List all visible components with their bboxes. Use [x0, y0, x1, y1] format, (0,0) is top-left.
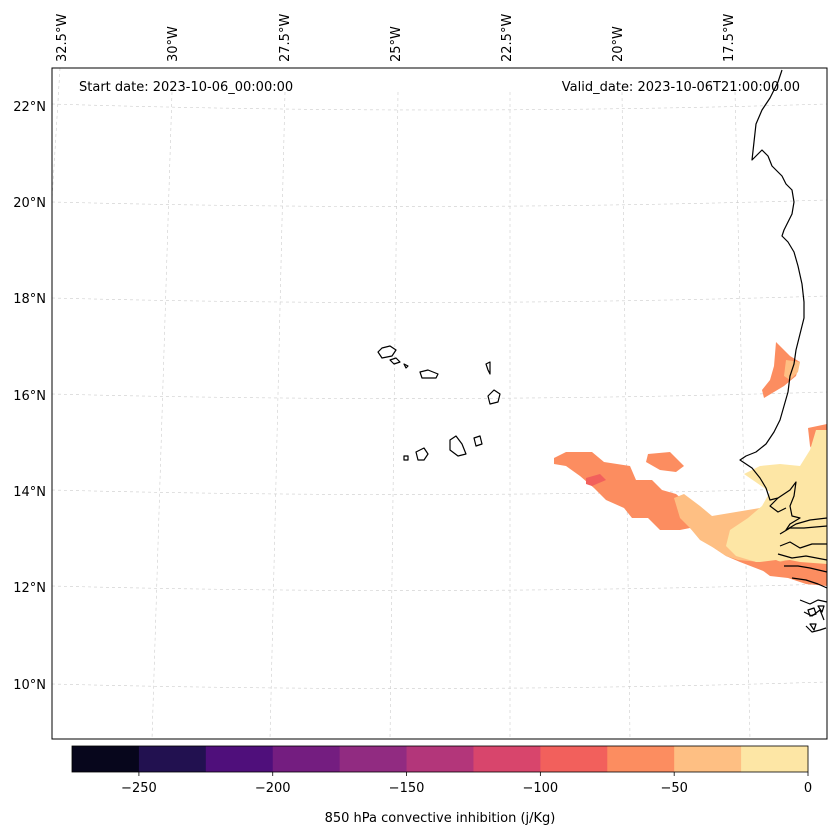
cin-region-blob-14-5n — [646, 452, 684, 472]
parallel-14n — [51, 487, 828, 495]
coastlines — [377, 69, 828, 633]
lon-label-25w: 25°W — [389, 26, 404, 62]
colorbar-label: 850 hPa convective inhibition (j/Kg) — [325, 811, 556, 826]
island-cluster-11n — [807, 605, 825, 631]
parallel-20n — [51, 199, 828, 207]
latitude-labels: 22°N 20°N 18°N 16°N 14°N 12°N 10°N — [13, 100, 46, 693]
cin-region-strong-stripe — [586, 474, 606, 486]
senegal-river-mouth — [769, 497, 787, 513]
colorbar-swatch — [406, 746, 474, 772]
island-fogo — [415, 447, 429, 461]
parallel-10n — [51, 681, 828, 689]
lat-label-12n: 12°N — [13, 581, 46, 596]
colorbar-tick-label: 0 — [804, 781, 812, 796]
island-sao-nicolau — [419, 369, 439, 379]
africa-west-coast — [739, 69, 828, 531]
colorbar-tick-label: −200 — [255, 781, 291, 796]
colorbar-swatch — [607, 746, 675, 772]
lat-label-18n: 18°N — [13, 292, 46, 307]
cin-region-16-5n — [762, 342, 800, 398]
colorbar-swatch — [540, 746, 608, 772]
island-maio — [473, 435, 483, 447]
guinea-bissau-coast — [777, 541, 828, 633]
colorbar-swatch — [473, 746, 541, 772]
cin-region-12n-patch — [760, 560, 827, 586]
lat-label-10n: 10°N — [13, 678, 46, 693]
colorbar-swatch — [272, 746, 341, 772]
map-area — [52, 68, 827, 739]
lat-label-14n: 14°N — [13, 485, 46, 500]
colorbar-swatch — [205, 746, 274, 772]
colorbar-swatch — [741, 746, 809, 772]
lat-label-20n: 20°N — [13, 196, 46, 211]
colorbar-ticks: −250 −200 −150 −100 −50 0 — [121, 772, 812, 796]
lon-label-20w: 20°W — [611, 26, 626, 62]
parallel-22n — [51, 103, 828, 111]
colorbar-frame — [71, 745, 809, 773]
colorbar-swatch — [674, 746, 742, 772]
lat-label-22n: 22°N — [13, 100, 46, 115]
longitude-labels: 32.5°W 30°W 27.5°W 25°W 22.5°W 20°W 17.5… — [55, 14, 737, 62]
island-sal — [485, 361, 491, 375]
valid-date-text: Valid_date: 2023-10-06T21:00:00.00 — [562, 80, 800, 95]
colorbar-tick-label: −100 — [523, 781, 559, 796]
colorbar-swatch — [138, 746, 207, 772]
start-date-text: Start date: 2023-10-06_00:00:00 — [79, 80, 293, 95]
parallel-12n — [51, 583, 828, 591]
gambia-coast — [779, 525, 828, 535]
lon-label-17-5w: 17.5°W — [722, 14, 737, 62]
colorbar-swatches — [72, 746, 809, 772]
cin-contours — [554, 342, 827, 586]
map-border — [51, 67, 828, 740]
lon-label-27-5w: 27.5°W — [278, 14, 293, 62]
parallel-18n — [51, 295, 828, 303]
lat-label-16n: 16°N — [13, 389, 46, 404]
island-brava — [403, 455, 409, 461]
lon-label-32-5w: 32.5°W — [55, 14, 70, 62]
colorbar-tick-label: −150 — [389, 781, 425, 796]
island-santa-luzia — [403, 363, 409, 369]
colorbar: −250 −200 −150 −100 −50 0 850 hPa convective … — [71, 745, 812, 826]
island-santiago — [449, 435, 467, 457]
island-boa-vista — [487, 389, 501, 405]
island-sao-vicente — [389, 357, 401, 365]
island-santo-antao — [377, 345, 397, 359]
colorbar-tick-label: −250 — [121, 781, 157, 796]
cin-region-inner-light — [726, 430, 827, 564]
parallel-16n — [51, 391, 828, 399]
lon-label-30w: 30°W — [166, 26, 181, 62]
lon-label-22-5w: 22.5°W — [500, 14, 515, 62]
gridlines — [51, 67, 828, 740]
meridian-32-5w — [51, 67, 61, 201]
colorbar-swatch — [339, 746, 408, 772]
colorbar-tick-label: −50 — [660, 781, 687, 796]
colorbar-swatch — [72, 746, 140, 772]
